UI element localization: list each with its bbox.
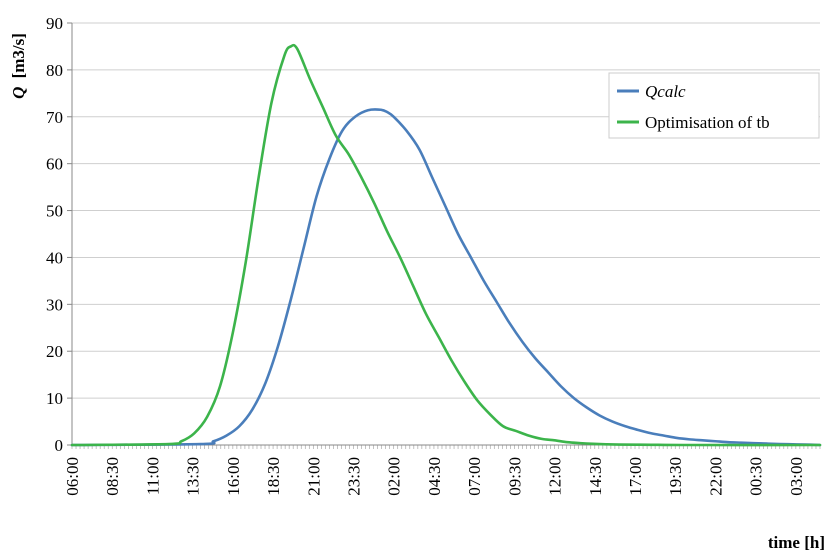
x-minor-ticks bbox=[71, 445, 821, 449]
y-tick-labels: 0 10 20 30 40 50 60 70 80 90 bbox=[46, 14, 63, 455]
x-tick-label: 23:30 bbox=[345, 457, 364, 496]
legend: Qcalc Optimisation of tb bbox=[608, 72, 820, 139]
x-tick-label: 00:30 bbox=[747, 457, 766, 496]
legend-label-optimisation: Optimisation of tb bbox=[645, 113, 770, 132]
y-axis-title: Q [m3/s] bbox=[9, 33, 28, 99]
x-tick-label: 11:00 bbox=[143, 457, 162, 495]
x-tick-label: 07:00 bbox=[465, 457, 484, 496]
x-tick-label: 16:00 bbox=[224, 457, 243, 496]
y-tick-label: 30 bbox=[46, 295, 63, 314]
y-tick-label: 50 bbox=[46, 202, 63, 221]
x-tick-label: 12:00 bbox=[546, 457, 565, 496]
legend-box bbox=[608, 72, 820, 139]
y-axis-symbol: Q bbox=[9, 87, 28, 99]
y-tick-label: 10 bbox=[46, 389, 63, 408]
x-tick-label: 06:00 bbox=[63, 457, 82, 496]
y-tick-label: 20 bbox=[46, 342, 63, 361]
x-tick-label: 13:30 bbox=[184, 457, 203, 496]
x-tick-label: 22:00 bbox=[706, 457, 725, 496]
x-tick-label: 19:30 bbox=[666, 457, 685, 496]
y-tick-label: 60 bbox=[46, 155, 63, 174]
x-tick-label: 08:30 bbox=[103, 457, 122, 496]
x-tick-labels: 06:00 08:30 11:00 13:30 16:00 18:30 21:00 23:30… bbox=[63, 457, 806, 496]
y-tick-label: 40 bbox=[46, 248, 63, 267]
y-tick-label: 80 bbox=[46, 61, 63, 80]
x-axis-title: time [h] bbox=[768, 533, 825, 552]
x-tick-label: 17:00 bbox=[626, 457, 645, 496]
x-tick-label: 14:30 bbox=[586, 457, 605, 496]
x-tick-label: 02:00 bbox=[385, 457, 404, 496]
y-tick-label: 70 bbox=[46, 108, 63, 127]
x-tick-label: 09:30 bbox=[505, 457, 524, 496]
x-minor-tick-marks bbox=[71, 445, 821, 449]
series-lines bbox=[70, 43, 822, 447]
x-tick-label: 04:30 bbox=[425, 457, 444, 496]
series-line-qcalc bbox=[70, 108, 822, 447]
x-tick-label: 18:30 bbox=[264, 457, 283, 496]
series-line-optimisation-of-tb bbox=[70, 43, 822, 447]
y-tick-label: 0 bbox=[55, 436, 64, 455]
x-tick-label: 03:00 bbox=[787, 457, 806, 496]
x-tick-label: 21:00 bbox=[304, 457, 323, 496]
legend-label-qcalc: Qcalc bbox=[645, 82, 686, 101]
y-axis-unit: [m3/s] bbox=[9, 33, 28, 78]
y-tick-label: 90 bbox=[46, 14, 63, 33]
